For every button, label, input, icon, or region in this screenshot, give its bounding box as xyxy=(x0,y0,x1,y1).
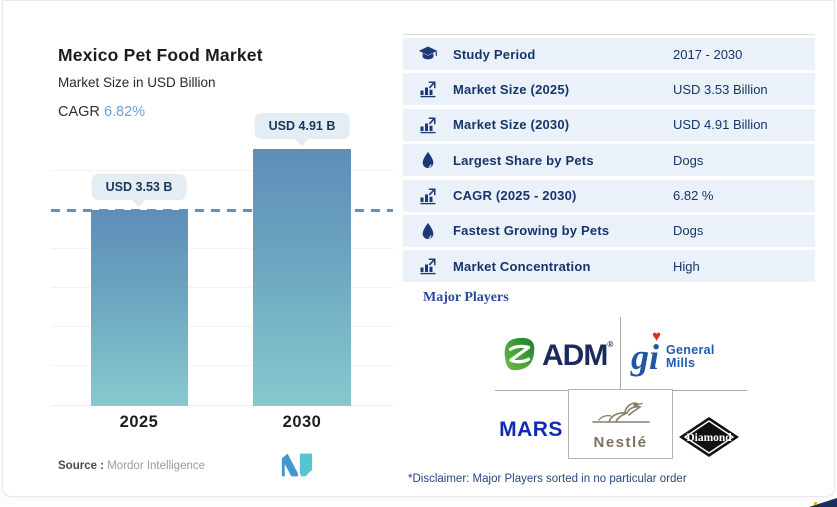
major-players-heading: Major Players xyxy=(423,290,509,305)
corner-brand-mark-icon xyxy=(809,498,837,507)
nestle-logo: Nestlé xyxy=(568,389,673,459)
adm-wordmark: ADM® xyxy=(542,339,613,372)
table-row: Market Size (2030) USD 4.91 Billion xyxy=(403,108,815,141)
table-row: Market Concentration High xyxy=(403,250,815,283)
row-value: High xyxy=(673,258,700,274)
row-label: Market Concentration xyxy=(453,258,591,274)
row-value: USD 3.53 Billion xyxy=(673,81,768,97)
adm-logo: ADM® xyxy=(500,335,615,377)
gridline xyxy=(51,365,393,366)
cagr-value: 6.82% xyxy=(103,104,146,120)
x-tick-2025: 2025 xyxy=(119,413,159,431)
table-row: Study Period 2017 - 2030 xyxy=(403,38,815,70)
nestle-nest-icon xyxy=(589,398,653,433)
corner-brand-dot-icon xyxy=(814,502,817,505)
droplet-icon xyxy=(418,221,438,241)
gridline xyxy=(51,248,393,249)
growth-chart-icon xyxy=(418,186,438,206)
diamond-logo: Diamond xyxy=(679,417,739,462)
row-label: Market Size (2025) xyxy=(453,81,570,97)
graduation-cap-icon xyxy=(418,44,438,64)
gridline xyxy=(51,170,393,171)
stats-table: Study Period 2017 - 2030 Market Size (20… xyxy=(403,34,815,286)
row-label: CAGR (2025 - 2030) xyxy=(453,188,577,204)
droplet-icon xyxy=(418,150,438,170)
page-title: Mexico Pet Food Market xyxy=(58,45,263,65)
diamond-wordmark: Diamond xyxy=(686,432,732,444)
cagr-line: CAGR 6.82% xyxy=(58,104,145,120)
row-label: Largest Share by Pets xyxy=(453,152,594,168)
row-value: 2017 - 2030 xyxy=(673,46,743,62)
bar-2025-value-tooltip: USD 3.53 B xyxy=(91,174,187,200)
mars-logo: MARS xyxy=(499,418,563,441)
source-line: Source : Mordor Intelligence xyxy=(58,460,205,472)
general-mills-monogram-icon: gi ♥ xyxy=(631,329,662,377)
report-card: Mexico Pet Food Market Market Size in US… xyxy=(2,0,835,497)
growth-chart-icon xyxy=(418,256,438,276)
bar-chart: USD 3.53 B USD 4.91 B 2025 2030 xyxy=(51,113,393,431)
growth-chart-icon xyxy=(418,79,438,99)
x-axis-line xyxy=(51,405,393,406)
general-mills-logo: gi ♥ General Mills xyxy=(631,329,751,383)
x-tick-2030: 2030 xyxy=(282,413,322,431)
source-label: Source : xyxy=(58,460,105,472)
adm-leaf-icon xyxy=(500,335,538,378)
heart-icon: ♥ xyxy=(652,329,662,345)
bar-2025 xyxy=(91,210,188,406)
table-row: Fastest Growing by Pets Dogs xyxy=(403,214,815,247)
nestle-wordmark: Nestlé xyxy=(593,433,648,451)
row-value: 6.82 % xyxy=(673,188,714,204)
gridline xyxy=(51,287,393,288)
row-label: Market Size (2030) xyxy=(453,117,570,133)
row-label: Study Period xyxy=(453,46,536,62)
disclaimer-text: *Disclaimer: Major Players sorted in no … xyxy=(408,473,687,485)
gridline xyxy=(51,326,393,327)
source-value: Mordor Intelligence xyxy=(107,460,206,472)
row-value: Dogs xyxy=(673,152,704,168)
row-value: Dogs xyxy=(673,223,704,239)
table-row: Market Size (2025) USD 3.53 Billion xyxy=(403,73,815,106)
bar-2030-value-tooltip: USD 4.91 B xyxy=(254,113,350,139)
growth-chart-icon xyxy=(418,115,438,135)
cagr-label: CAGR xyxy=(58,104,100,120)
table-row: CAGR (2025 - 2030) 6.82 % xyxy=(403,179,815,212)
row-value: USD 4.91 Billion xyxy=(673,117,768,133)
chart-subtitle: Market Size in USD Billion xyxy=(58,75,216,90)
table-row: Largest Share by Pets Dogs xyxy=(403,144,815,177)
general-mills-wordmark: General Mills xyxy=(666,342,715,370)
reference-dashed-line xyxy=(51,209,393,212)
mordor-intelligence-logo-icon xyxy=(280,453,314,482)
players-divider-vertical xyxy=(620,317,621,390)
row-label: Fastest Growing by Pets xyxy=(453,223,610,239)
bar-2030 xyxy=(253,149,351,406)
